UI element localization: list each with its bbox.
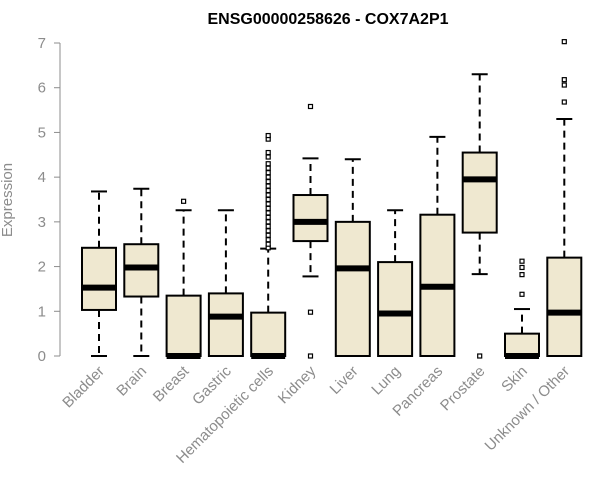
y-tick-label: 2 <box>38 259 46 276</box>
outlier-point <box>477 353 483 359</box>
box-rect <box>504 332 540 357</box>
box-rect <box>292 194 329 243</box>
x-tick-label: Prostate <box>437 363 489 415</box>
outlier-point <box>265 132 271 139</box>
outlier-point <box>265 187 271 194</box>
box-rect <box>250 311 287 357</box>
outlier-point <box>265 228 271 234</box>
outlier-point <box>265 179 271 185</box>
outlier-point <box>265 196 271 203</box>
box-3 <box>207 209 244 357</box>
outlier-point <box>561 77 567 83</box>
box-rect <box>377 261 414 358</box>
outlier-point <box>265 237 271 243</box>
outlier-point <box>519 264 525 271</box>
box-1 <box>123 187 160 357</box>
x-tick-label: Breast <box>150 362 193 405</box>
y-axis: 0 1 2 3 4 5 6 7 <box>38 35 61 365</box>
box-10 <box>504 258 540 359</box>
y-tick-label: 3 <box>38 214 46 231</box>
y-tick-label: 5 <box>38 124 46 141</box>
outlier-point <box>307 103 314 110</box>
outlier-point <box>561 82 567 88</box>
box-rect <box>165 294 202 357</box>
outlier-point <box>265 205 271 212</box>
box-11 <box>546 39 583 357</box>
outlier-point <box>265 149 271 156</box>
outlier-point <box>519 272 525 278</box>
y-axis-label: Expression <box>0 163 16 237</box>
box-8 <box>419 135 456 357</box>
outlier-point <box>265 232 271 238</box>
outlier-point <box>265 183 271 189</box>
box-2 <box>165 198 202 359</box>
outlier-point <box>307 353 314 359</box>
box-rect <box>546 256 583 357</box>
outlier-point <box>181 198 187 204</box>
x-tick-label: Liver <box>327 363 362 398</box>
outlier-point <box>561 99 567 105</box>
box-9 <box>461 73 498 359</box>
outlier-point <box>265 219 271 225</box>
y-tick-label: 6 <box>38 80 46 97</box>
x-tick-label: Skin <box>498 363 531 396</box>
y-tick-label: 7 <box>38 35 46 52</box>
box-rect <box>334 220 371 357</box>
box-rect <box>461 151 498 234</box>
x-tick-label: Kidney <box>275 362 320 407</box>
y-tick-label: 1 <box>38 303 46 320</box>
outlier-point <box>561 39 567 45</box>
y-tick-label: 4 <box>38 169 46 186</box>
outlier-point <box>265 241 271 247</box>
outlier-point <box>519 291 525 297</box>
outlier-point <box>265 192 271 198</box>
box-7 <box>377 209 414 358</box>
outlier-point <box>265 161 271 167</box>
box-5 <box>292 103 329 359</box>
outlier-point <box>519 258 525 264</box>
outlier-point <box>265 210 271 216</box>
outlier-point <box>265 214 271 220</box>
outlier-point <box>265 223 271 229</box>
outlier-point <box>265 165 271 171</box>
boxes-group <box>81 39 583 359</box>
outlier-point <box>265 201 271 207</box>
x-tick-label: Brain <box>113 363 150 400</box>
box-6 <box>334 158 371 357</box>
outlier-point <box>265 170 271 176</box>
x-tick-label: Lung <box>368 363 404 399</box>
outlier-point <box>307 309 314 315</box>
outlier-point <box>265 174 271 180</box>
box-rect <box>81 246 117 311</box>
box-0 <box>81 190 117 357</box>
box-4 <box>250 132 287 359</box>
y-tick-label: 0 <box>38 348 46 365</box>
box-rect <box>207 292 244 357</box>
x-tick-label: Bladder <box>59 363 108 412</box>
outlier-point <box>265 154 271 160</box>
chart-title: ENSG00000258626 - COX7A2P1 <box>207 11 448 28</box>
